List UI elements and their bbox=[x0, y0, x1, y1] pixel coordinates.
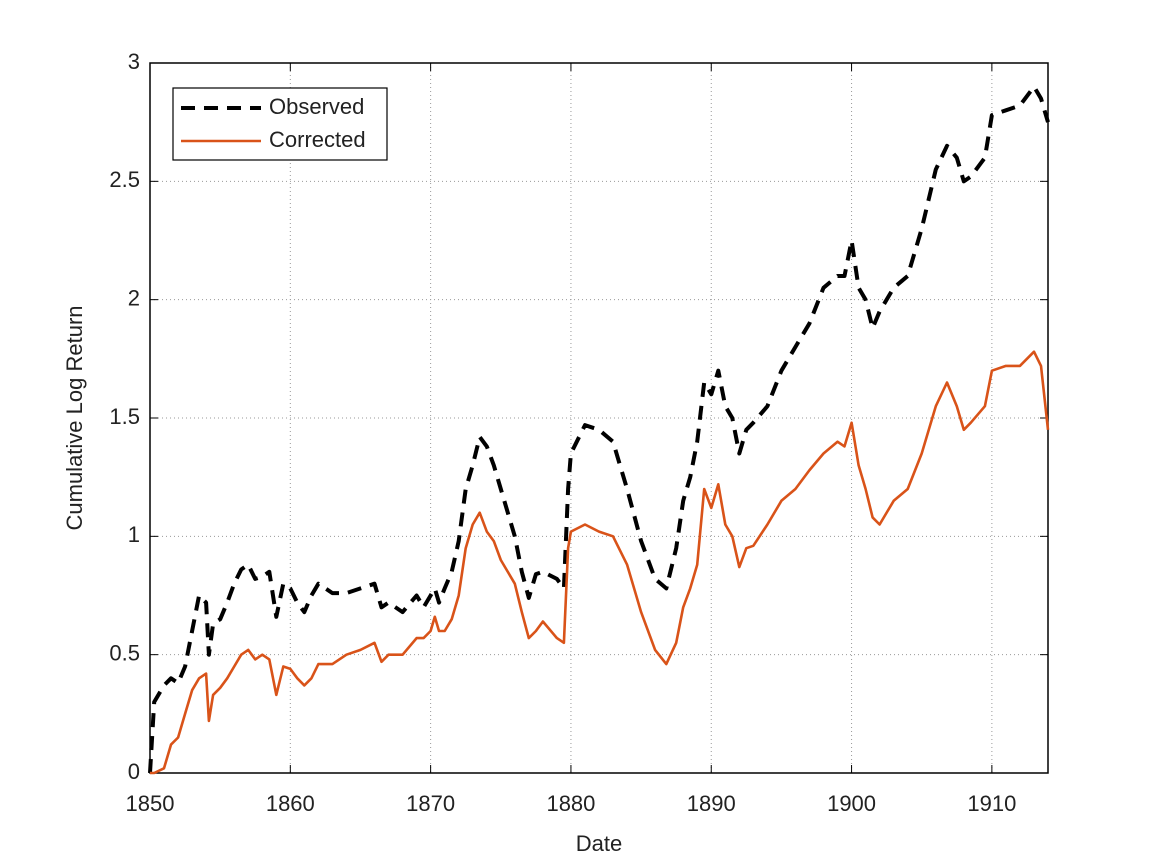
y-tick-label: 0.5 bbox=[109, 640, 140, 665]
x-tick-label: 1890 bbox=[687, 791, 736, 816]
y-tick-label: 0 bbox=[128, 759, 140, 784]
x-tick-label: 1880 bbox=[546, 791, 595, 816]
y-tick-label: 1.5 bbox=[109, 404, 140, 429]
x-tick-label: 1860 bbox=[266, 791, 315, 816]
y-tick-label: 1 bbox=[128, 522, 140, 547]
x-tick-label: 1910 bbox=[967, 791, 1016, 816]
series-line bbox=[150, 350, 1050, 775]
y-tick-label: 2 bbox=[128, 285, 140, 310]
y-tick-label: 3 bbox=[128, 49, 140, 74]
series-line bbox=[148, 84, 1050, 774]
x-tick-label: 1900 bbox=[827, 791, 876, 816]
x-axis-label: Date bbox=[576, 831, 622, 856]
legend-box bbox=[172, 87, 388, 161]
y-tick-label: 2.5 bbox=[109, 167, 140, 192]
y-axis-label: Cumulative Log Return bbox=[62, 305, 87, 530]
x-tick-label: 1870 bbox=[406, 791, 455, 816]
legend-label: Observed bbox=[269, 94, 364, 119]
legend-label: Corrected bbox=[269, 127, 366, 152]
x-tick-label: 1850 bbox=[126, 791, 175, 816]
